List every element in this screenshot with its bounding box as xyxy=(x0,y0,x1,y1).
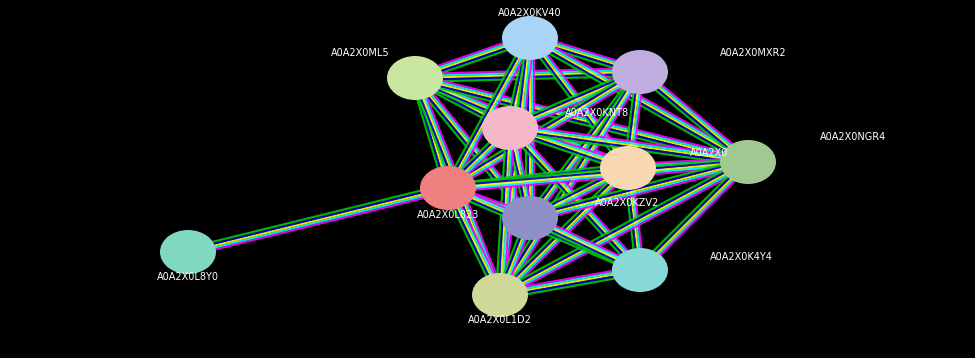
Ellipse shape xyxy=(482,106,538,150)
Ellipse shape xyxy=(420,166,476,210)
Ellipse shape xyxy=(387,56,443,100)
Ellipse shape xyxy=(502,196,558,240)
Ellipse shape xyxy=(612,50,668,94)
Ellipse shape xyxy=(720,140,776,184)
Text: A0A2X0KZV2: A0A2X0KZV2 xyxy=(595,198,659,208)
Text: A0A2X0MXR2: A0A2X0MXR2 xyxy=(720,48,787,58)
Text: A0A2X0L1D2: A0A2X0L1D2 xyxy=(468,315,532,325)
Ellipse shape xyxy=(472,273,528,317)
Ellipse shape xyxy=(600,146,656,190)
Ellipse shape xyxy=(502,16,558,60)
Ellipse shape xyxy=(612,248,668,292)
Text: A0A2X0ML5: A0A2X0ML5 xyxy=(332,48,390,58)
Text: A0A2X0K4Y4: A0A2X0K4Y4 xyxy=(710,252,773,262)
Text: A0A2X0KNT8: A0A2X0KNT8 xyxy=(565,108,629,118)
Text: A0A2X0KV40: A0A2X0KV40 xyxy=(498,8,562,18)
Ellipse shape xyxy=(160,230,216,274)
Text: A0A2X0: A0A2X0 xyxy=(690,148,728,158)
Text: A0A2X0L823: A0A2X0L823 xyxy=(417,210,479,220)
Text: A0A2X0NGR4: A0A2X0NGR4 xyxy=(820,132,886,142)
Text: A0A2X0L8Y0: A0A2X0L8Y0 xyxy=(157,272,219,282)
